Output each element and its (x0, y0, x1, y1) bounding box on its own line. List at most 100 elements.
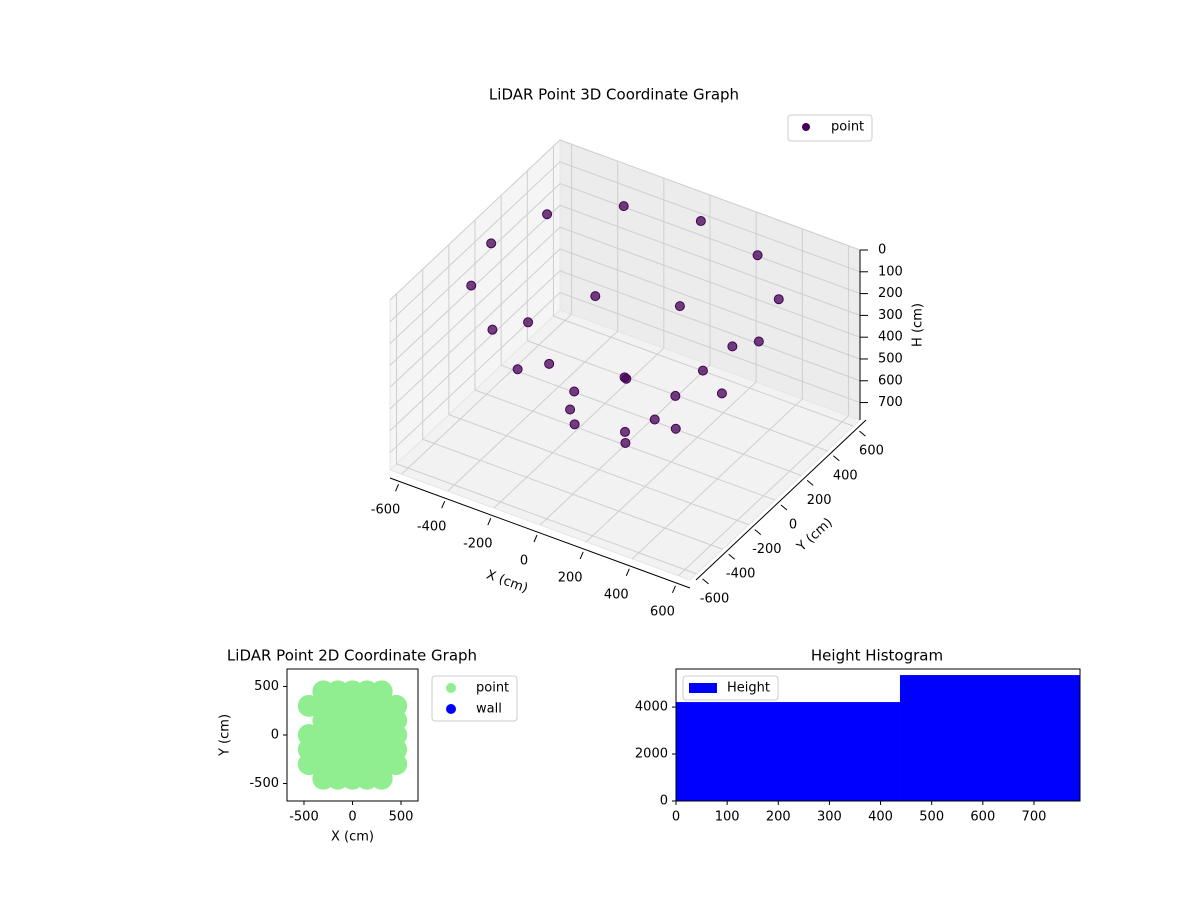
y-tick (859, 430, 866, 437)
y-tick-label: 400 (833, 468, 858, 483)
legend-marker (689, 683, 717, 693)
grid-line (389, 161, 861, 323)
x-tick-label: 600 (970, 810, 995, 825)
grid-line (389, 248, 861, 410)
x-tick-label: -500 (289, 810, 319, 825)
z-tick-label: 500 (878, 351, 903, 366)
chart-title: LiDAR Point 3D Coordinate Graph (489, 86, 739, 104)
x-tick-label: 200 (558, 570, 583, 585)
grid-line (631, 228, 803, 560)
grid-line (389, 204, 861, 366)
point (523, 317, 534, 328)
x-tick (441, 500, 446, 509)
legend-marker (446, 683, 456, 693)
chart-title: LiDAR Point 2D Coordinate Graph (227, 647, 477, 665)
x-tick (625, 568, 630, 577)
legend-label: point (476, 681, 509, 696)
point (486, 238, 497, 249)
grid-line (448, 244, 750, 526)
z-tick-label: 400 (878, 330, 903, 345)
z-tick-label: 700 (878, 395, 903, 410)
x-tick-label: 600 (650, 604, 675, 619)
point (565, 404, 576, 415)
x-axis-label: X (cm) (331, 830, 374, 845)
point (512, 364, 523, 375)
x-tick-label: 400 (604, 587, 629, 602)
x-tick-label: -400 (417, 520, 447, 535)
z-tick-label: 100 (878, 264, 903, 279)
y-tick (728, 553, 736, 560)
y-tick (832, 455, 840, 462)
z-tick-label: 0 (878, 243, 886, 258)
grid-line (396, 293, 697, 575)
y-tick-label: 0 (271, 728, 279, 743)
y-tick (780, 504, 788, 511)
grid-line (401, 144, 573, 475)
grid-line (500, 195, 802, 476)
x-tick-label: 400 (868, 810, 893, 825)
y-axis (695, 419, 867, 581)
grid-line (389, 226, 861, 388)
chart-title: Height Histogram (811, 647, 943, 665)
point (569, 419, 580, 430)
point (670, 423, 681, 434)
point (753, 336, 764, 347)
x-tick-label: 500 (389, 810, 414, 825)
point (487, 324, 498, 335)
grid-line (585, 211, 757, 543)
y-tick (702, 578, 709, 585)
x-tick-label: 0 (348, 810, 356, 825)
x-tick (672, 585, 676, 593)
z-tick-label: 600 (878, 373, 903, 388)
plot-area (297, 680, 408, 790)
point (619, 372, 630, 383)
bar (676, 702, 900, 801)
point (697, 365, 708, 376)
point (620, 426, 630, 437)
y-tick-label: 500 (254, 679, 279, 694)
grid-line (526, 170, 828, 452)
x-tick-label: 700 (1022, 810, 1047, 825)
y-tick-label: -400 (726, 567, 756, 582)
x-tick-label: 300 (817, 810, 842, 825)
point (670, 390, 681, 401)
grid-line (552, 146, 854, 427)
point (542, 209, 553, 220)
y-tick-label: -200 (752, 542, 782, 557)
y-tick (806, 480, 814, 486)
point (620, 437, 631, 448)
z-axis-label: H (cm) (911, 303, 926, 347)
point (773, 294, 784, 305)
x-tick-label: 0 (672, 810, 680, 825)
legend-marker (446, 704, 456, 714)
bar (899, 675, 1080, 801)
grid-line (474, 220, 776, 501)
point (716, 388, 727, 399)
grid-line (539, 195, 711, 526)
y-tick-label: 200 (807, 493, 832, 508)
point (695, 216, 706, 227)
legend-label: point (831, 120, 864, 135)
x-axis (389, 477, 691, 589)
point (569, 386, 580, 397)
legend-box (682, 675, 779, 701)
point (385, 694, 408, 717)
y-tick (754, 529, 762, 535)
x-tick-label: 500 (919, 810, 944, 825)
point (674, 301, 685, 312)
y-tick-label: 2000 (635, 747, 668, 762)
y-tick-label: 4000 (635, 700, 668, 715)
point (590, 291, 601, 302)
grid-line (678, 245, 849, 577)
x-tick (487, 517, 492, 526)
z-tick-label: 300 (878, 308, 903, 323)
grid-line (447, 161, 619, 492)
grid-line (493, 178, 665, 509)
point (618, 201, 629, 212)
legend-box (431, 675, 518, 722)
point (727, 341, 738, 352)
legend-marker (802, 123, 810, 131)
legend-label: Height (727, 681, 770, 696)
axes-frame (675, 668, 1081, 802)
